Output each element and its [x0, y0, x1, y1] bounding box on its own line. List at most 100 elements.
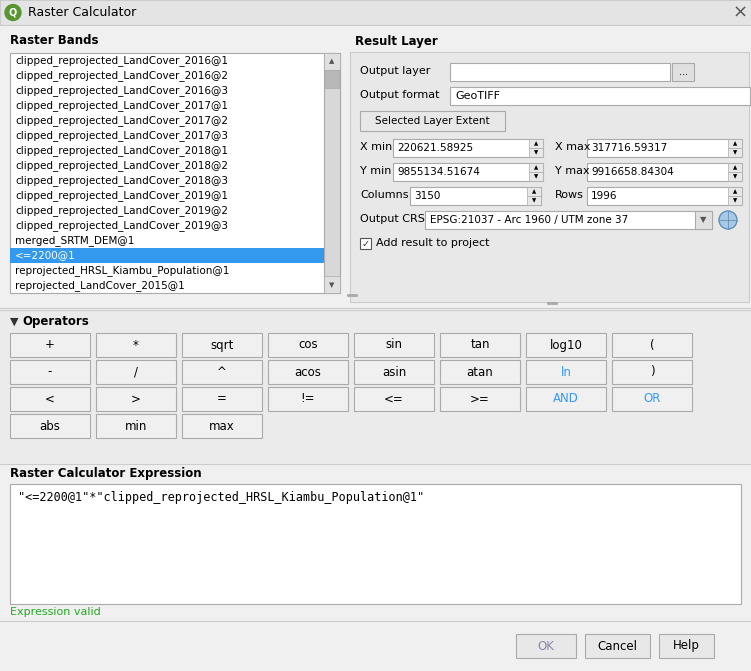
Bar — [587, 187, 742, 205]
Text: -: - — [48, 366, 52, 378]
Bar — [425, 211, 712, 229]
Bar — [360, 238, 371, 249]
Bar — [354, 333, 434, 357]
Text: clipped_reprojected_LandCover_2017@2: clipped_reprojected_LandCover_2017@2 — [15, 115, 228, 126]
Bar — [182, 360, 262, 384]
Text: clipped_reprojected_LandCover_2016@1: clipped_reprojected_LandCover_2016@1 — [15, 55, 228, 66]
Bar — [182, 414, 262, 438]
Text: Operators: Operators — [22, 315, 89, 329]
Bar — [529, 172, 543, 181]
Text: Q: Q — [9, 7, 17, 17]
Text: clipped_reprojected_LandCover_2019@3: clipped_reprojected_LandCover_2019@3 — [15, 220, 228, 231]
Bar — [354, 360, 434, 384]
Circle shape — [719, 211, 737, 229]
Text: cos: cos — [298, 338, 318, 352]
Text: AND: AND — [553, 393, 579, 405]
Bar — [526, 387, 606, 411]
Text: ▼: ▼ — [534, 174, 538, 179]
Bar — [393, 163, 543, 181]
Bar — [440, 360, 520, 384]
Text: ▲: ▲ — [329, 58, 335, 64]
Bar — [695, 211, 712, 229]
Text: Cancel: Cancel — [598, 639, 638, 652]
Text: tan: tan — [470, 338, 490, 352]
Text: ): ) — [650, 366, 654, 378]
Text: 220621.58925: 220621.58925 — [397, 143, 473, 153]
Bar — [0, 310, 751, 465]
Bar — [529, 148, 543, 157]
Text: clipped_reprojected_LandCover_2019@2: clipped_reprojected_LandCover_2019@2 — [15, 205, 228, 216]
Text: ^: ^ — [217, 366, 227, 378]
Text: clipped_reprojected_LandCover_2017@1: clipped_reprojected_LandCover_2017@1 — [15, 100, 228, 111]
Text: reprojected_LandCover_2015@1: reprojected_LandCover_2015@1 — [15, 280, 185, 291]
Text: ▼: ▼ — [532, 198, 536, 203]
Text: ▼: ▼ — [733, 198, 737, 203]
Text: merged_SRTM_DEM@1: merged_SRTM_DEM@1 — [15, 235, 134, 246]
Text: clipped_reprojected_LandCover_2017@3: clipped_reprojected_LandCover_2017@3 — [15, 130, 228, 141]
Text: clipped_reprojected_LandCover_2016@2: clipped_reprojected_LandCover_2016@2 — [15, 70, 228, 81]
Bar — [672, 63, 694, 81]
Bar — [410, 187, 541, 205]
Text: "<=2200@1"*"clipped_reprojected_HRSL_Kiambu_Population@1": "<=2200@1"*"clipped_reprojected_HRSL_Kia… — [18, 491, 424, 503]
Text: Output CRS: Output CRS — [360, 214, 425, 224]
Text: ▲: ▲ — [534, 141, 538, 146]
Bar — [324, 276, 340, 293]
Text: Raster Calculator Expression: Raster Calculator Expression — [10, 468, 201, 480]
Text: ...: ... — [678, 67, 687, 77]
Text: *: * — [133, 338, 139, 352]
Text: Columns: Columns — [360, 190, 409, 200]
Bar — [324, 53, 340, 70]
Text: Raster Calculator: Raster Calculator — [28, 6, 136, 19]
Bar — [268, 360, 348, 384]
Circle shape — [5, 5, 21, 21]
Bar — [393, 139, 543, 157]
Text: 1996: 1996 — [591, 191, 617, 201]
Bar — [529, 139, 543, 148]
Text: Y min: Y min — [360, 166, 391, 176]
Bar — [612, 387, 692, 411]
Text: ▼: ▼ — [733, 150, 737, 155]
Text: ln: ln — [560, 366, 572, 378]
Text: OK: OK — [538, 639, 554, 652]
Text: +: + — [45, 338, 55, 352]
Bar — [450, 63, 670, 81]
Text: Selected Layer Extent: Selected Layer Extent — [376, 116, 490, 126]
Text: sin: sin — [385, 338, 403, 352]
Bar — [450, 87, 751, 105]
Bar — [96, 360, 176, 384]
Text: EPSG:21037 - Arc 1960 / UTM zone 37: EPSG:21037 - Arc 1960 / UTM zone 37 — [430, 215, 629, 225]
Text: Rows: Rows — [555, 190, 584, 200]
Bar — [10, 484, 741, 604]
Bar — [612, 360, 692, 384]
Bar — [10, 53, 340, 293]
Text: ✓: ✓ — [361, 238, 369, 248]
Text: max: max — [209, 419, 235, 433]
Bar — [182, 387, 262, 411]
Text: !=: != — [300, 393, 315, 405]
Bar — [96, 333, 176, 357]
Text: asin: asin — [382, 366, 406, 378]
Text: clipped_reprojected_LandCover_2016@3: clipped_reprojected_LandCover_2016@3 — [15, 85, 228, 96]
Text: ▼: ▼ — [329, 282, 335, 288]
Text: abs: abs — [40, 419, 60, 433]
Text: 3150: 3150 — [414, 191, 440, 201]
Bar — [268, 333, 348, 357]
Text: Add result to project: Add result to project — [376, 238, 490, 248]
Bar — [585, 634, 650, 658]
Text: ×: × — [732, 3, 747, 21]
Bar — [728, 163, 742, 172]
Text: min: min — [125, 419, 147, 433]
Bar — [324, 53, 340, 293]
Bar — [440, 333, 520, 357]
Bar — [360, 111, 505, 131]
Text: Output layer: Output layer — [360, 66, 430, 76]
Text: Y max: Y max — [555, 166, 590, 176]
Text: (: ( — [650, 338, 654, 352]
Text: /: / — [134, 366, 138, 378]
Bar — [10, 360, 90, 384]
Text: reprojected_HRSL_Kiambu_Population@1: reprojected_HRSL_Kiambu_Population@1 — [15, 265, 229, 276]
Bar — [527, 196, 541, 205]
Bar — [325, 70, 339, 88]
Text: GeoTIFF: GeoTIFF — [455, 91, 500, 101]
Text: OR: OR — [644, 393, 661, 405]
